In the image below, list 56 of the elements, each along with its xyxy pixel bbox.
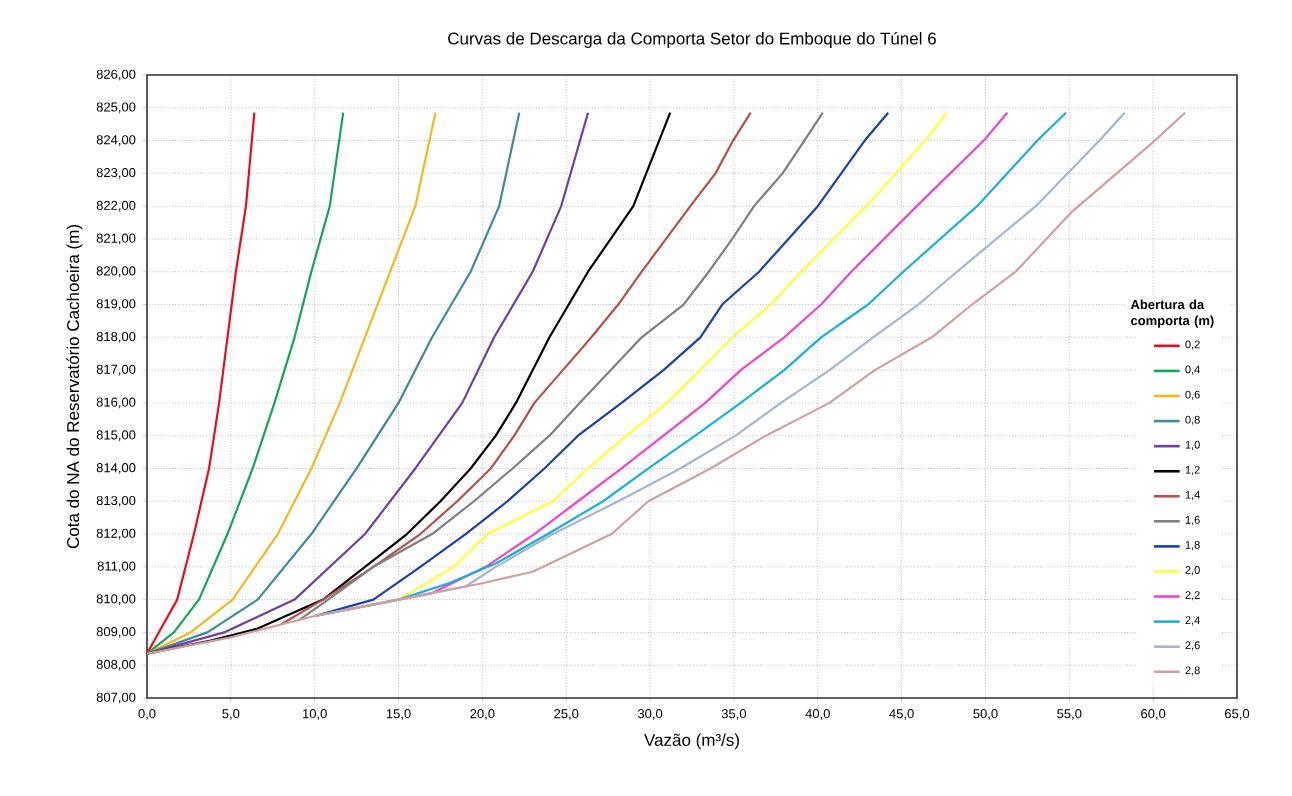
y-tick-label: 816,00 <box>96 397 136 409</box>
x-tick-label: 5,0 <box>222 709 240 720</box>
legend-label: 2,0 <box>1185 566 1200 576</box>
y-tick-label: 807,00 <box>96 692 136 704</box>
x-tick-label: 10,0 <box>303 709 327 720</box>
x-tick-label: 25,0 <box>554 709 579 720</box>
x-tick-label: 60,0 <box>1141 709 1166 720</box>
legend-label: 0,8 <box>1185 415 1200 425</box>
legend-label: 2,4 <box>1185 616 1200 626</box>
line-series <box>147 111 345 655</box>
legend-title: Abertura da comporta (m) <box>1130 299 1214 328</box>
x-tick-label: 30,0 <box>637 709 663 720</box>
x-tick-label: 45,0 <box>889 709 914 720</box>
x-tick-label: 20,0 <box>470 709 495 720</box>
x-axis-title: Vazão (m³/s) <box>644 733 739 750</box>
legend-label: 1,6 <box>1185 515 1200 526</box>
y-tick-label: 809,00 <box>96 627 136 638</box>
legend-label: 0,6 <box>1185 390 1200 400</box>
line-series <box>280 111 752 626</box>
y-tick-label: 826,00 <box>96 69 136 81</box>
y-tick-label: 820,00 <box>96 266 136 278</box>
line-series <box>147 111 437 655</box>
y-tick-label: 821,00 <box>96 233 136 245</box>
x-tick-label: 0,0 <box>138 709 156 720</box>
y-tick-label: 812,00 <box>96 528 136 540</box>
y-tick-label: 819,00 <box>96 299 136 310</box>
y-tick-label: 818,00 <box>96 331 136 343</box>
y-tick-label: 824,00 <box>96 135 136 146</box>
y-axis-title: Cota do NA do Reservatório Cachoeira (m) <box>66 225 83 549</box>
y-tick-label: 823,00 <box>96 168 136 179</box>
legend-label: 2,8 <box>1185 666 1200 676</box>
y-tick-label: 810,00 <box>96 594 136 605</box>
y-tick-label: 811,00 <box>97 561 136 573</box>
y-tick-label: 822,00 <box>96 200 136 212</box>
y-tick-label: 825,00 <box>96 102 136 114</box>
y-tick-label: 817,00 <box>96 364 136 376</box>
x-tick-label: 35,0 <box>721 709 747 720</box>
line-series <box>147 111 521 655</box>
x-tick-label: 50,0 <box>973 709 998 720</box>
x-tick-label: 40,0 <box>805 709 830 720</box>
legend-label: 1,4 <box>1185 491 1200 500</box>
x-tick-label: 55,0 <box>1057 709 1082 720</box>
y-tick-label: 815,00 <box>96 430 136 442</box>
chart-title: Curvas de Descarga da Comporta Setor do Emboque do Túnel 6 <box>448 31 936 48</box>
legend-label: 0,2 <box>1185 340 1200 350</box>
legend-label: 1,8 <box>1185 541 1200 551</box>
legend-label: 0,4 <box>1185 365 1200 375</box>
x-tick-label: 15,0 <box>386 709 411 720</box>
legend-label: 2,2 <box>1185 591 1200 601</box>
legend-label: 1,2 <box>1185 465 1200 476</box>
y-tick-label: 808,00 <box>96 659 136 671</box>
y-tick-label: 814,00 <box>96 463 136 474</box>
legend-label: 1,0 <box>1185 440 1200 450</box>
legend-label: 2,6 <box>1185 641 1200 651</box>
y-tick-label: 813,00 <box>96 495 136 507</box>
x-tick-label: 65,0 <box>1225 709 1250 720</box>
